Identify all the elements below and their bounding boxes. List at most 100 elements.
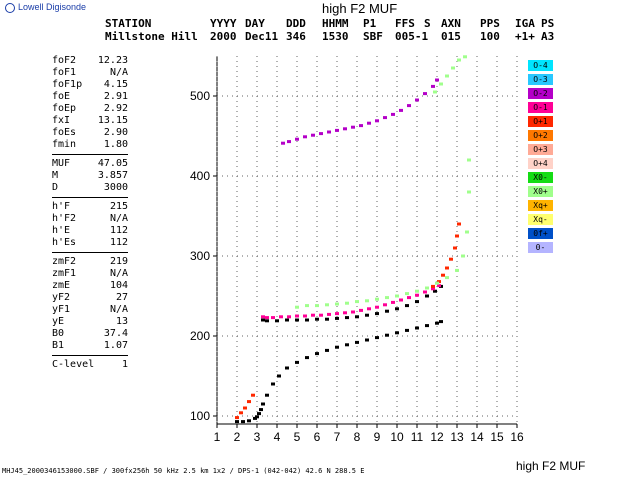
param-label: zmF2 [52, 256, 77, 267]
data-point [467, 190, 471, 194]
data-point [457, 222, 461, 226]
data-point [265, 316, 269, 320]
param-row: MUF 47.05 [52, 158, 128, 170]
data-point [261, 402, 265, 406]
param-label: zmF1 [52, 268, 77, 279]
data-point [425, 294, 429, 298]
header-value-ffs: 005-1 [395, 30, 429, 43]
param-row: B0 37.4 [52, 328, 128, 340]
data-point [315, 317, 319, 321]
data-point [257, 412, 261, 416]
x-tick-label: 16 [510, 430, 524, 444]
data-point [295, 360, 299, 364]
data-point [367, 121, 371, 125]
data-point [295, 137, 299, 141]
logo-text: Lowell Digisonde [18, 2, 87, 12]
header-value-hhmm: 1530 [322, 30, 349, 43]
data-point [439, 320, 443, 324]
x-tick-label: 13 [450, 430, 464, 444]
param-value: N/A [109, 268, 128, 279]
param-value: 12.23 [97, 55, 128, 66]
header-label-ddd: DDD [286, 17, 306, 30]
data-point [415, 289, 419, 293]
param-value: 219 [109, 256, 128, 267]
data-point [463, 55, 467, 59]
data-point [407, 296, 411, 300]
data-point [351, 125, 355, 129]
param-value: 27 [115, 292, 128, 303]
data-point [383, 116, 387, 120]
param-label: foEs [52, 127, 77, 138]
data-point [465, 230, 469, 234]
param-label: yE [52, 316, 65, 327]
param-label: B0 [52, 328, 65, 339]
param-value: 1.07 [103, 340, 128, 351]
data-point [355, 300, 359, 304]
globe-icon [5, 3, 15, 13]
data-point [433, 289, 437, 293]
data-point [383, 303, 387, 307]
param-row: h'F2 N/A [52, 213, 128, 225]
legend-item: X0+ [528, 186, 553, 197]
series-4 [295, 158, 471, 309]
data-point [355, 315, 359, 319]
data-point [425, 324, 429, 328]
data-point [295, 305, 299, 309]
header-label-axn: AXN [441, 17, 461, 30]
data-point [343, 311, 347, 315]
legend-item: 0f+ [528, 228, 553, 239]
param-value: N/A [109, 304, 128, 315]
header-label-iga: IGA [515, 17, 535, 30]
x-tick-label: 8 [354, 430, 361, 444]
data-point [335, 312, 339, 316]
data-point [467, 158, 471, 162]
param-value: 3000 [103, 182, 128, 193]
data-point [319, 132, 323, 136]
data-point [287, 315, 291, 319]
legend-item: O+3 [528, 144, 553, 155]
data-point [375, 336, 379, 340]
param-divider [52, 355, 128, 356]
data-point [365, 313, 369, 317]
param-row: foEs 2.90 [52, 127, 128, 139]
x-tick-label: 9 [374, 430, 381, 444]
data-point [319, 313, 323, 317]
page-title: high F2 MUF [322, 1, 398, 16]
param-value: 4.15 [103, 79, 128, 90]
data-point [235, 420, 239, 424]
data-point [423, 92, 427, 96]
data-point [437, 284, 441, 288]
param-label: h'F2 [52, 213, 77, 224]
param-row: M 3.857 [52, 170, 128, 182]
x-tick-label: 5 [294, 430, 301, 444]
data-point [439, 82, 443, 86]
param-row: D 3000 [52, 182, 128, 194]
param-row: foF1 N/A [52, 67, 128, 79]
param-value: 1.80 [103, 139, 128, 150]
data-point [295, 314, 299, 318]
data-point [455, 234, 459, 238]
data-point [271, 382, 275, 386]
data-point [433, 90, 437, 94]
legend-item: 0- [528, 242, 553, 253]
header-value-ps: A3 [541, 30, 555, 43]
data-point [359, 308, 363, 312]
legend-item: O-4 [528, 60, 553, 71]
param-label: yF1 [52, 304, 71, 315]
param-label: yF2 [52, 292, 71, 303]
legend-item: O+2 [528, 130, 553, 141]
data-point [327, 130, 331, 134]
header-label-day: DAY [245, 17, 265, 30]
param-row: h'Es 112 [52, 237, 128, 249]
data-point [335, 302, 339, 306]
data-point [457, 58, 461, 62]
data-point [367, 307, 371, 311]
data-point [275, 319, 279, 323]
param-row: yF1 N/A [52, 304, 128, 316]
data-point [445, 266, 449, 270]
data-point [343, 127, 347, 131]
x-tick-label: 1 [214, 430, 221, 444]
data-point [255, 415, 259, 419]
data-point [247, 400, 251, 404]
